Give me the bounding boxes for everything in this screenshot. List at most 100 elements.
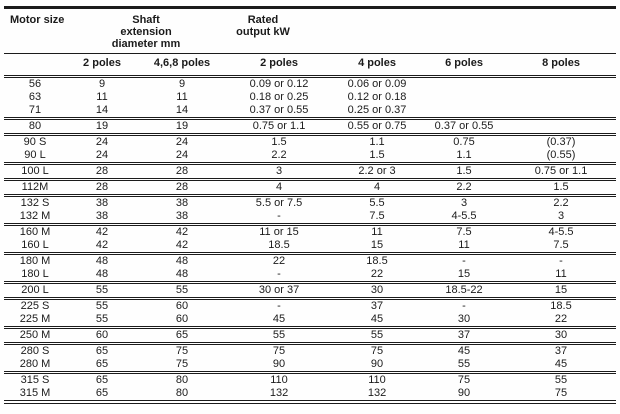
cell-value: (0.55) <box>546 149 576 161</box>
cell-value: 42 <box>95 226 109 238</box>
cell-value: 24 <box>95 136 109 148</box>
cell-value: 45 <box>370 313 384 325</box>
table-group: 280 S 65 75 75 75 45 37 280 M 65 75 90 90 55 45 <box>4 343 617 373</box>
cell-value: 60 <box>95 329 109 341</box>
cell-motor-size: 56 <box>28 78 42 90</box>
cell-value: 11 <box>371 226 383 238</box>
header-rated-line2: output kW <box>236 26 290 38</box>
cell-value: - <box>462 255 466 267</box>
header-rated-output: Rated output kW <box>226 8 332 54</box>
cell-value: 24 <box>175 136 189 148</box>
cell-value: 75 <box>457 374 471 386</box>
cell-value: 90 <box>272 358 286 370</box>
table-row: 180 L 48 48 - 22 15 11 <box>4 268 616 283</box>
table-row: 80 19 19 0.75 or 1.1 0.55 or 0.75 0.37 or 0.5… <box>4 119 616 135</box>
cell-value: 0.75 <box>453 136 475 148</box>
cell-value: 14 <box>95 104 109 116</box>
cell-value: 37 <box>370 300 384 312</box>
cell-value: 18.5 <box>550 300 572 312</box>
cell-value: 38 <box>175 210 189 222</box>
cell-value: 4 <box>373 181 381 193</box>
cell-value: 65 <box>95 345 109 357</box>
cell-value: 15 <box>457 268 471 280</box>
table-row: 63 11 11 0.18 or 0.25 0.12 or 0.18 <box>4 91 616 104</box>
cell-value: 9 <box>178 78 186 90</box>
cell-value: 18.5 <box>366 255 388 267</box>
cell-value: - <box>559 255 563 267</box>
table-row: 315 S 65 80 110 110 75 55 <box>4 373 616 388</box>
cell-value: 4 <box>275 181 283 193</box>
table-row: 225 S 55 60 - 37 - 18.5 <box>4 299 616 314</box>
cell-value: (0.37) <box>546 136 576 148</box>
header-shaft-line2: extension <box>120 26 172 38</box>
cell-value: - <box>277 300 281 312</box>
table-row: 71 14 14 0.37 or 0.55 0.25 or 0.37 <box>4 104 616 119</box>
table-row: 180 M 48 48 22 18.5 - - <box>4 254 616 269</box>
table-row: 112M 28 28 4 4 2.2 1.5 <box>4 180 616 196</box>
table-row: 100 L 28 28 3 2.2 or 3 1.5 0.75 or 1.1 <box>4 164 616 180</box>
cell-value: 11 <box>96 91 108 103</box>
cell-value: 30 <box>457 313 471 325</box>
cell-motor-size: 315 M <box>19 387 51 399</box>
cell-motor-size: 71 <box>28 104 42 116</box>
cell-value: 22 <box>370 268 384 280</box>
table-row: 280 S 65 75 75 75 45 37 <box>4 344 616 359</box>
cell-value: 55 <box>457 358 471 370</box>
cell-value: 55 <box>554 374 568 386</box>
cell-value: 45 <box>272 313 286 325</box>
cell-value: 55 <box>175 284 189 296</box>
cell-motor-size: 315 S <box>20 374 50 386</box>
cell-value: 80 <box>175 374 189 386</box>
cell-value <box>506 91 616 104</box>
cell-value: 110 <box>368 374 386 386</box>
table-row: 280 M 65 75 90 90 55 45 <box>4 358 616 373</box>
cell-motor-size: 90 L <box>24 149 46 161</box>
cell-value: 3 <box>460 197 468 209</box>
subheader-shaft-2-poles: 2 poles <box>83 57 121 69</box>
cell-value: 65 <box>95 358 109 370</box>
header-motor-size: Motor size <box>4 8 66 54</box>
table-row: 200 L 55 55 30 or 37 30 18.5-22 15 <box>4 283 616 299</box>
table-group: 250 M 60 65 55 55 37 30 <box>4 327 617 344</box>
table-row: 56 9 9 0.09 or 0.12 0.06 or 0.09 <box>4 77 616 92</box>
table-row: 90 S 24 24 1.5 1.1 0.75 (0.37) <box>4 135 616 150</box>
table-group: 100 L 28 28 3 2.2 or 3 1.5 0.75 or 1.1 <box>4 163 617 180</box>
cell-value: 55 <box>95 313 109 325</box>
table-row: 90 L 24 24 2.2 1.5 1.1 (0.55) <box>4 149 616 164</box>
cell-value: 0.25 or 0.37 <box>347 104 407 116</box>
table-row: 250 M 60 65 55 55 37 30 <box>4 328 616 344</box>
cell-value: 42 <box>95 239 109 251</box>
header-rated-line1: Rated <box>247 14 279 26</box>
cell-value: 28 <box>95 165 109 177</box>
cell-value: 7.5 <box>456 226 472 238</box>
cell-value <box>506 77 616 92</box>
cell-value: 1.5 <box>456 165 472 177</box>
cell-motor-size: 250 M <box>19 329 51 341</box>
cell-value: 1.1 <box>456 149 472 161</box>
cell-value: 42 <box>175 226 189 238</box>
cell-value: 38 <box>95 210 109 222</box>
cell-motor-size: 180 M <box>19 255 51 267</box>
table-group: 180 M 48 48 22 18.5- -180 L 48 48-22 15 11 <box>4 253 617 283</box>
cell-value: 60 <box>175 313 189 325</box>
cell-value: 3 <box>275 165 283 177</box>
cell-value: 11 <box>555 268 567 280</box>
cell-value <box>422 77 506 92</box>
cell-value: 75 <box>554 387 568 399</box>
cell-value: 90 <box>457 387 471 399</box>
cell-motor-size: 112M <box>21 181 49 193</box>
header-shaft-line3: diameter mm <box>111 38 181 50</box>
table-row: 132 M 38 38 - 7.5 4-5.5 3 <box>4 210 616 225</box>
cell-value: 30 <box>370 284 384 296</box>
header-row-main: Motor size Shaft extension diameter mm R… <box>4 8 617 54</box>
cell-value: 30 <box>554 329 568 341</box>
table-row: 160 L 42 42 18.5 15 11 7.5 <box>4 239 616 254</box>
cell-value: 0.06 or 0.09 <box>347 78 407 90</box>
cell-value <box>506 119 616 135</box>
cell-motor-size: 132 M <box>19 210 51 222</box>
subheader-empty <box>4 54 66 77</box>
header-spacer-1 <box>332 8 422 54</box>
cell-value <box>506 104 616 119</box>
cell-value: 4-5.5 <box>548 226 574 238</box>
table-group: 315 S 65 80 110 110 75 55 315 M 65 80 132 132 90 75 <box>4 372 617 403</box>
